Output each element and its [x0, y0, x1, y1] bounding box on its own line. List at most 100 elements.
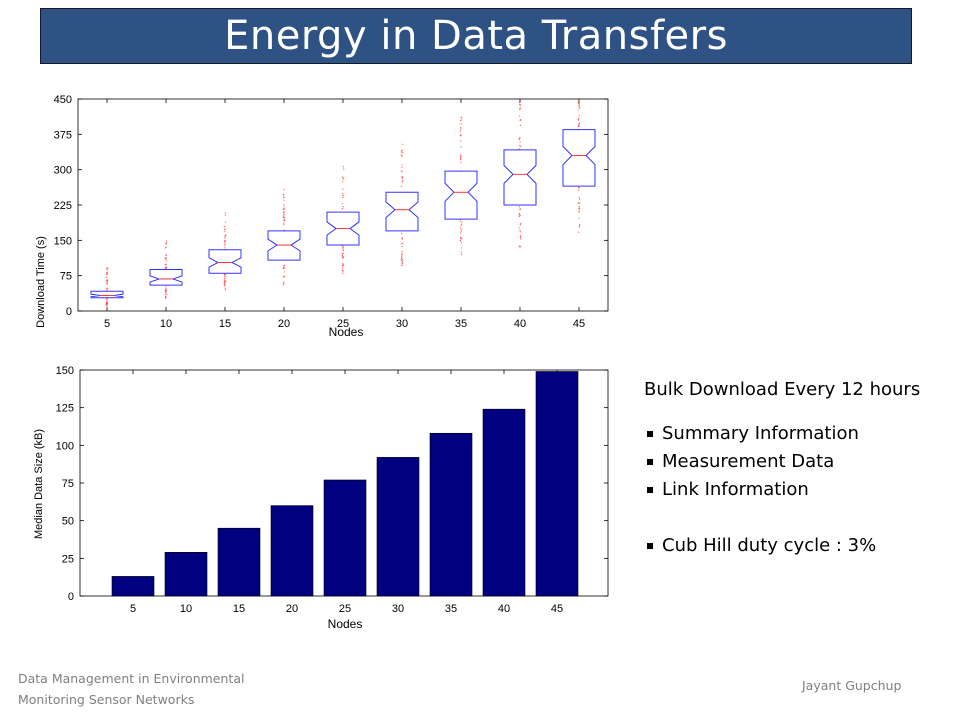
boxplot-outlier [577, 109, 580, 111]
boxplot-xtick-label: 45 [573, 318, 585, 330]
boxplot-outlier [105, 271, 108, 274]
barchart-bar [270, 505, 314, 597]
barchart-xtick-label: 45 [551, 603, 563, 615]
boxplot-outlier [224, 288, 227, 291]
boxplot-outlier [283, 213, 286, 216]
boxplot-outlier [342, 180, 344, 183]
boxplot-outlier [106, 271, 109, 273]
boxplot-outlier [165, 247, 167, 249]
boxplot-box [267, 230, 301, 261]
boxplot-outlier [165, 293, 168, 296]
boxplot-outlier [401, 166, 403, 169]
boxplot-outlier [459, 232, 462, 234]
boxplot-outlier [341, 255, 344, 258]
boxplot-outlier [342, 246, 345, 249]
boxplot-xtick-label: 40 [514, 318, 526, 330]
boxplot-outlier [578, 197, 581, 199]
boxplot-outlier [401, 164, 403, 166]
boxplot-outlier [283, 282, 285, 285]
boxplot-outlier [460, 119, 462, 121]
boxplot-outlier [105, 298, 108, 300]
barchart-ytick-label: 25 [62, 553, 74, 565]
boxplot-outlier [224, 287, 226, 289]
boxplot-outlier [459, 128, 462, 130]
boxplot-xtick-label: 20 [278, 318, 290, 330]
boxplot-outlier [165, 260, 168, 262]
boxplot-ylabel: Download Time (s) [35, 236, 47, 328]
barchart-ytick-label: 50 [62, 516, 74, 528]
download-time-boxplot: 0 75 150 225 300 375 450 5 10 15 20 25 30 35 40 45 Down… [35, 94, 609, 339]
boxplot-outlier [401, 151, 404, 154]
boxplot-outlier [401, 237, 403, 239]
boxplot-outlier [164, 266, 167, 269]
boxplot-outlier [224, 212, 227, 214]
barchart-xtick-label: 40 [498, 603, 510, 615]
boxplot-outlier [578, 205, 581, 207]
boxplot-outlier [519, 229, 521, 231]
boxplot-outlier [579, 198, 581, 200]
boxplot-outlier [224, 214, 226, 216]
boxplot-outlier [105, 267, 108, 269]
barchart-ytick-label: 150 [56, 365, 74, 377]
barchart-xtick-label: 35 [445, 603, 457, 615]
boxplot-outlier [224, 237, 226, 239]
barchart-ytick-label: 0 [68, 591, 74, 603]
barchart-xtick-label: 5 [130, 603, 136, 615]
boxplot-outlier [460, 241, 463, 244]
title-banner: Energy in Data Transfers [40, 8, 912, 64]
boxplot-outlier [342, 195, 345, 197]
boxplot-outlier [341, 254, 344, 256]
boxplot-outlier [282, 193, 285, 195]
boxplot-box [503, 149, 537, 206]
boxplot-outlier [223, 225, 226, 228]
notes-heading: Bulk Download Every 12 hours [644, 379, 921, 400]
barchart-bar [482, 408, 526, 597]
boxplot-outlier [519, 238, 522, 240]
boxplot-outlier [460, 116, 462, 118]
boxplot-box [444, 170, 478, 220]
boxplot-outlier [282, 268, 284, 270]
boxplot-outlier [400, 185, 403, 187]
data-size-barchart: 0 25 50 75 100 125 150 5 10 15 20 25 30 35 40 45 Median… [33, 365, 609, 631]
boxplot-outlier [165, 254, 168, 256]
barchart-xtick-label: 20 [286, 603, 298, 615]
boxplot-outlier [578, 202, 580, 204]
boxplot-outlier [165, 287, 167, 289]
boxplot-outlier [579, 223, 581, 226]
boxplot-outlier [106, 268, 108, 271]
boxplot-outlier [460, 159, 462, 161]
boxplot-outlier [343, 178, 345, 180]
boxplot-outlier [518, 138, 520, 141]
boxplot-outlier [578, 106, 581, 109]
boxplot-outlier [578, 217, 580, 219]
boxplot-box [149, 269, 183, 286]
boxplot-outlier [224, 243, 226, 245]
boxplot-outlier [518, 115, 521, 117]
boxplot-outlier [342, 188, 344, 190]
boxplot-outlier [401, 176, 404, 179]
boxplot-outlier [342, 252, 345, 254]
boxplot-outlier [519, 208, 522, 210]
boxplot-outlier [401, 149, 403, 152]
footer-course-line2: Monitoring Sensor Networks [18, 692, 195, 707]
barchart-bar [535, 371, 579, 597]
boxplot-outlier [401, 256, 403, 258]
boxplot-outlier [224, 234, 227, 237]
boxplot-outlier [107, 267, 109, 269]
boxplot-outlier [518, 245, 520, 247]
boxplot-outlier [577, 125, 580, 127]
boxplot-outlier [165, 242, 167, 245]
boxplot-outlier [578, 99, 580, 102]
boxplot-outlier [342, 166, 345, 168]
boxplot-outlier [460, 247, 463, 249]
boxplot-outlier [400, 232, 403, 235]
boxplot-outlier [283, 199, 285, 201]
boxplot-outlier [519, 236, 522, 239]
boxplot-outlier [400, 257, 403, 260]
boxplot-outlier [460, 230, 462, 233]
barchart-ytick-label: 75 [62, 478, 74, 490]
boxplot-outlier [519, 231, 522, 233]
footer-course: Data Management in Environmental Monitor… [18, 668, 278, 710]
boxplot-outlier [341, 252, 343, 255]
boxplot-ytick-label: 75 [60, 271, 72, 283]
